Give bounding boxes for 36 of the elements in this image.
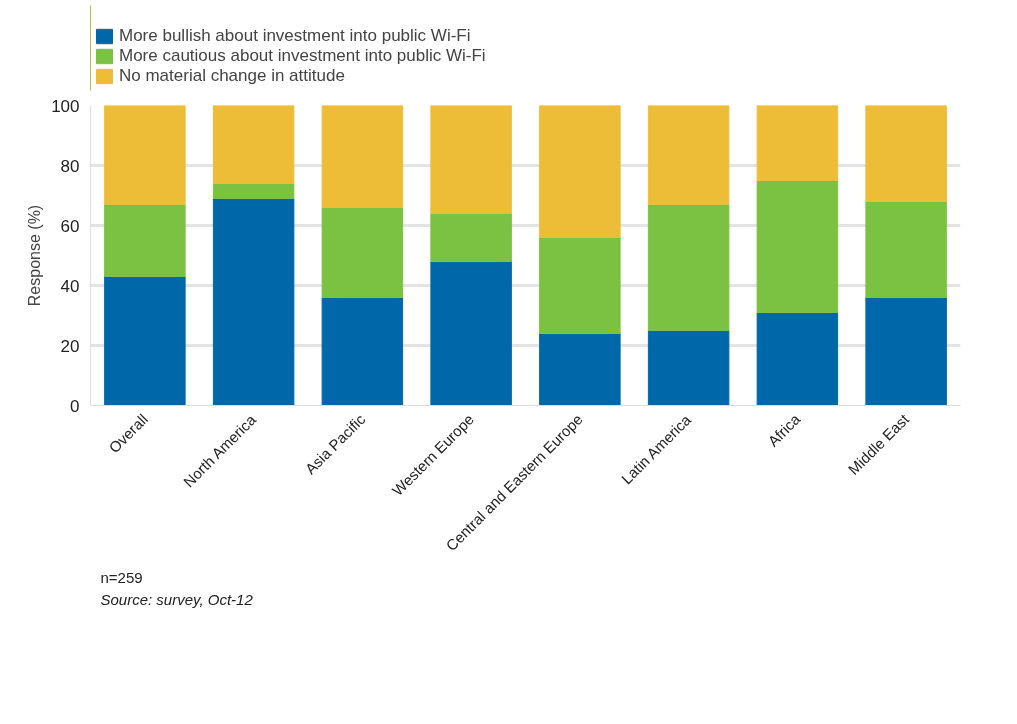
bar bbox=[865, 201, 947, 298]
bar bbox=[321, 207, 404, 298]
bar bbox=[321, 297, 404, 406]
bar bbox=[104, 204, 186, 277]
bar bbox=[756, 105, 839, 181]
text: n=259 bbox=[100, 568, 143, 586]
y-tick-label: 0 bbox=[70, 396, 80, 416]
bar bbox=[647, 330, 730, 406]
bar bbox=[539, 237, 621, 334]
bar bbox=[430, 213, 512, 262]
bar bbox=[212, 105, 295, 184]
legend-label: More cautious about investment into public Wi-Fi bbox=[119, 46, 486, 66]
bar bbox=[539, 105, 621, 238]
bar bbox=[104, 105, 186, 205]
legend-label: No material change in attitude bbox=[119, 66, 345, 86]
bar bbox=[647, 204, 730, 331]
bar bbox=[212, 183, 295, 199]
y-tick-label: 20 bbox=[60, 336, 80, 356]
bar bbox=[865, 105, 947, 202]
bar bbox=[430, 261, 512, 406]
legend-label: More bullish about investment into public Wi-Fi bbox=[119, 26, 471, 46]
bar bbox=[539, 333, 621, 406]
bar bbox=[321, 105, 404, 208]
source-note: Source: survey, Oct-12 bbox=[100, 590, 254, 608]
bar bbox=[212, 198, 295, 406]
y-axis-title: Response (%) bbox=[26, 204, 44, 307]
y-tick-label: 100 bbox=[51, 96, 80, 116]
bar bbox=[756, 180, 839, 313]
bar bbox=[865, 297, 947, 406]
bar bbox=[647, 105, 730, 205]
bar bbox=[430, 105, 512, 214]
y-tick-label: 40 bbox=[60, 276, 80, 296]
y-tick-label: 80 bbox=[60, 156, 80, 176]
bar bbox=[756, 312, 839, 406]
y-tick-label: 60 bbox=[60, 216, 80, 236]
bar bbox=[104, 276, 186, 406]
